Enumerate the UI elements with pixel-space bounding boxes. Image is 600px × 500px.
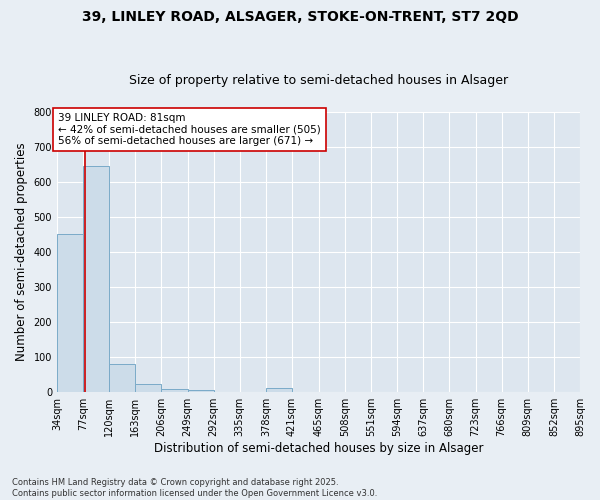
Bar: [188, 390, 214, 392]
Bar: [109, 364, 135, 392]
Bar: [83, 166, 109, 392]
Bar: [57, 234, 83, 392]
Bar: [266, 388, 292, 392]
Y-axis label: Number of semi-detached properties: Number of semi-detached properties: [15, 142, 28, 362]
Text: 39, LINLEY ROAD, ALSAGER, STOKE-ON-TRENT, ST7 2QD: 39, LINLEY ROAD, ALSAGER, STOKE-ON-TRENT…: [82, 10, 518, 24]
X-axis label: Distribution of semi-detached houses by size in Alsager: Distribution of semi-detached houses by …: [154, 442, 483, 455]
Text: 39 LINLEY ROAD: 81sqm
← 42% of semi-detached houses are smaller (505)
56% of sem: 39 LINLEY ROAD: 81sqm ← 42% of semi-deta…: [58, 113, 321, 146]
Text: Contains HM Land Registry data © Crown copyright and database right 2025.
Contai: Contains HM Land Registry data © Crown c…: [12, 478, 377, 498]
Bar: [135, 384, 161, 392]
Title: Size of property relative to semi-detached houses in Alsager: Size of property relative to semi-detach…: [129, 74, 508, 87]
Bar: [161, 388, 188, 392]
